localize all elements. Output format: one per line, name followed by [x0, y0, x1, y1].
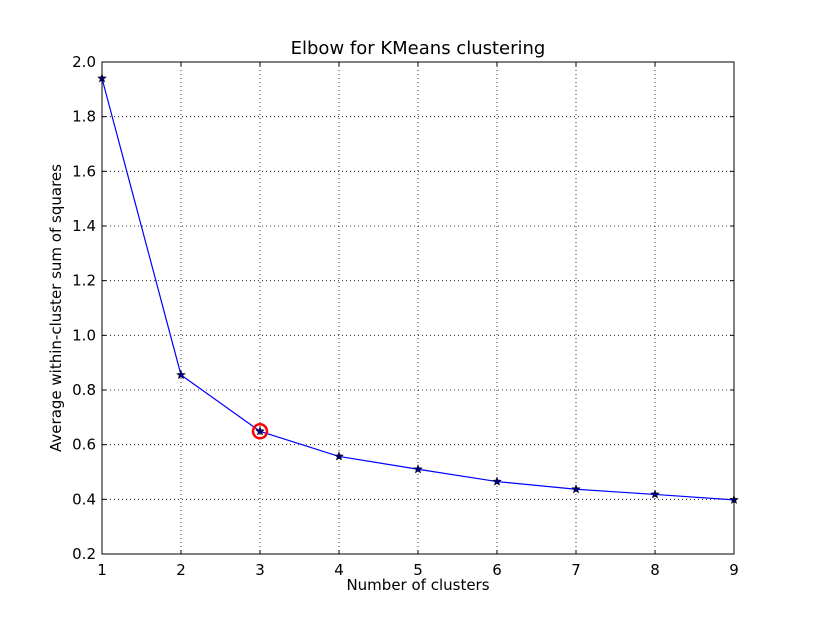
- y-tick-label: 0.4: [72, 490, 96, 508]
- x-tick-label: 9: [729, 561, 739, 579]
- series: [97, 73, 739, 505]
- x-ticks: 1 2 3 4 5 6 7 8 9: [97, 62, 739, 579]
- y-ticks: 0.2 0.4 0.6 0.8 1.0 1.2 1.4 1.6 1.8 2.0: [72, 53, 734, 563]
- grid: [101, 61, 735, 555]
- elbow-highlight-circle: [251, 423, 269, 440]
- data-point: [334, 451, 344, 461]
- y-tick-label: 1.6: [72, 162, 96, 180]
- x-tick-label: 1: [97, 561, 107, 579]
- y-tick-label: 1.8: [72, 108, 96, 126]
- plot-frame: [101, 61, 735, 555]
- data-point: [413, 464, 423, 474]
- data-point: [571, 484, 581, 494]
- y-tick-label: 2.0: [72, 53, 96, 71]
- series-line: [101, 78, 735, 501]
- x-tick-label: 6: [492, 561, 502, 579]
- data-point: [650, 489, 660, 499]
- chart-title: Elbow for KMeans clustering: [291, 38, 546, 59]
- x-tick-label: 5: [413, 561, 423, 579]
- x-tick-label: 3: [255, 561, 265, 579]
- y-tick-label: 0.6: [72, 436, 96, 454]
- x-tick-label: 8: [650, 561, 660, 579]
- x-tick-label: 7: [571, 561, 581, 579]
- data-point: [176, 369, 186, 380]
- y-axis-label: Average within-cluster sum of squares: [47, 164, 65, 452]
- y-tick-label: 1.0: [72, 326, 96, 344]
- x-tick-label: 2: [176, 561, 186, 579]
- y-tick-label: 0.8: [72, 381, 96, 399]
- y-tick-label: 1.2: [72, 272, 96, 290]
- y-tick-label: 1.4: [72, 217, 96, 235]
- data-point: [255, 426, 265, 436]
- x-axis-label: Number of clusters: [346, 576, 489, 594]
- data-point: [492, 476, 502, 486]
- x-tick-label: 4: [334, 561, 344, 579]
- y-tick-label: 0.2: [72, 545, 96, 563]
